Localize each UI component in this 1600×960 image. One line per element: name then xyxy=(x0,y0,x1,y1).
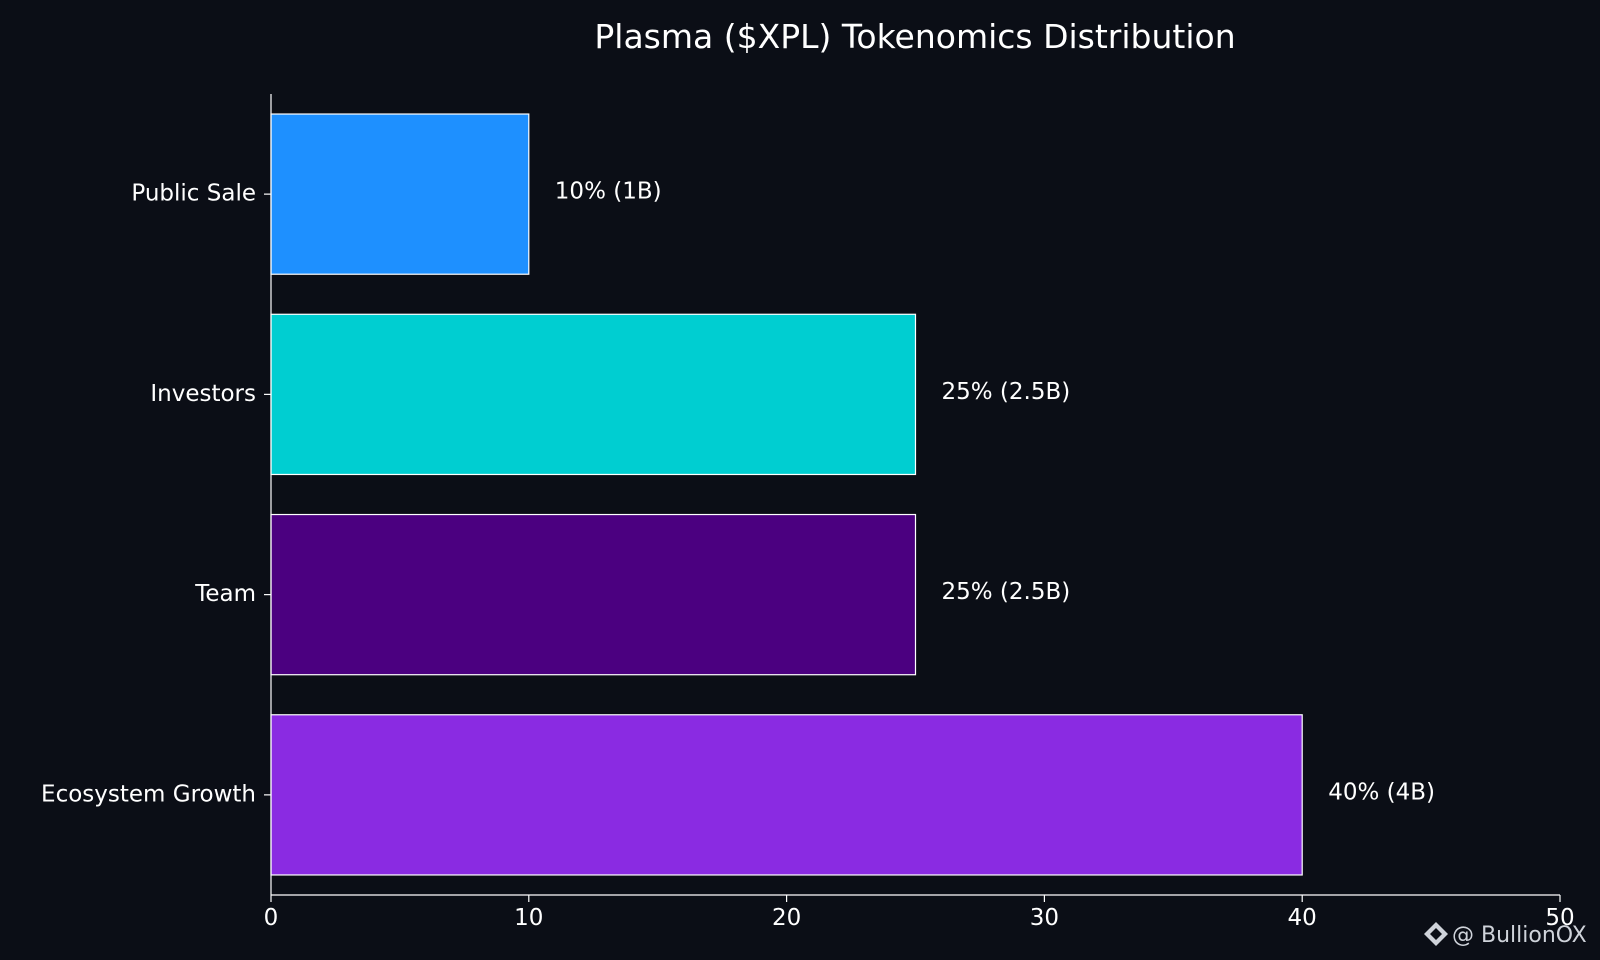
binance-diamond-icon xyxy=(1424,922,1448,946)
data-label: 40% (4B) xyxy=(1328,779,1435,805)
x-tick-label: 10 xyxy=(514,905,543,931)
x-tick-label: 0 xyxy=(264,905,279,931)
category-label: Investors xyxy=(150,381,256,407)
bars-group: 10% (1B) 25% (2.5B) 25% (2.5B) 40% (4B) xyxy=(270,113,1435,876)
watermark: @ BullionOX xyxy=(1424,922,1587,948)
chart-title: Plasma ($XPL) Tokenomics Distribution xyxy=(594,17,1235,56)
bar xyxy=(270,113,530,275)
x-tick-label: 40 xyxy=(1288,905,1317,931)
watermark-text: @ BullionOX xyxy=(1452,923,1587,948)
x-tick-label: 20 xyxy=(772,905,801,931)
data-label: 25% (2.5B) xyxy=(942,379,1071,405)
data-label: 10% (1B) xyxy=(555,179,662,205)
category-label: Ecosystem Growth xyxy=(41,781,256,807)
data-label: 25% (2.5B) xyxy=(942,579,1071,605)
x-tick-label: 30 xyxy=(1030,905,1059,931)
x-tick-label: 50 xyxy=(1545,905,1574,931)
bar xyxy=(270,513,917,676)
bar xyxy=(270,714,1303,876)
axes-group: Public Sale Investors Team Ecosystem Growth… xyxy=(41,94,1575,931)
bar xyxy=(270,313,917,476)
category-label: Team xyxy=(194,581,256,607)
category-label: Public Sale xyxy=(131,181,256,207)
